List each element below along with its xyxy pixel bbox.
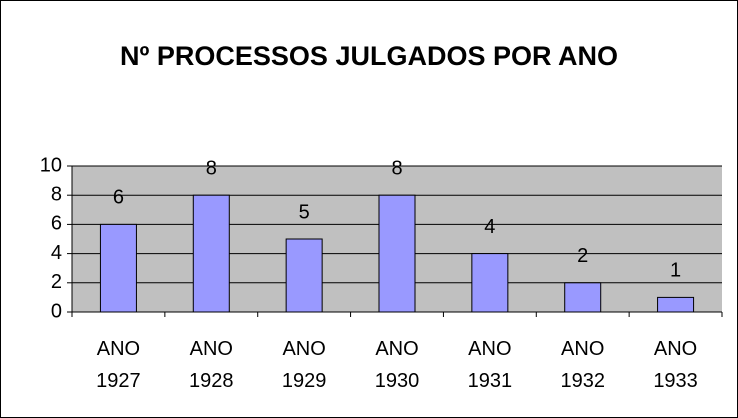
y-tick-label: 10	[40, 154, 62, 176]
data-label: 4	[484, 216, 495, 238]
x-tick-label: ANO 1928	[189, 338, 234, 392]
y-tick-label: 4	[51, 242, 62, 264]
y-tick-label: 6	[51, 213, 62, 235]
chart-title: Nº PROCESSOS JULGADOS POR ANO	[120, 41, 618, 71]
bar	[378, 194, 416, 313]
bar	[99, 223, 137, 313]
bar	[564, 282, 602, 313]
x-tick-label: ANO 1933	[653, 338, 698, 392]
y-tick-label: 8	[51, 183, 62, 205]
x-tick-label: ANO 1929	[281, 338, 327, 392]
bar	[285, 238, 323, 313]
x-tick-label: ANO 1932	[560, 338, 605, 392]
data-label: 8	[206, 157, 217, 179]
x-tick-label: ANO 1930	[374, 338, 420, 392]
x-tick-label: ANO 1931	[467, 338, 513, 392]
data-label: 5	[299, 201, 310, 223]
bar	[657, 296, 695, 313]
data-label: 2	[577, 245, 588, 267]
bar	[192, 194, 230, 313]
data-label: 6	[113, 187, 124, 209]
data-label: 1	[670, 260, 681, 282]
bar	[471, 253, 509, 313]
x-tick-label: ANO 1927	[96, 338, 141, 392]
y-tick-label: 0	[51, 300, 62, 322]
data-label: 8	[391, 157, 402, 179]
y-tick-label: 2	[51, 271, 62, 293]
